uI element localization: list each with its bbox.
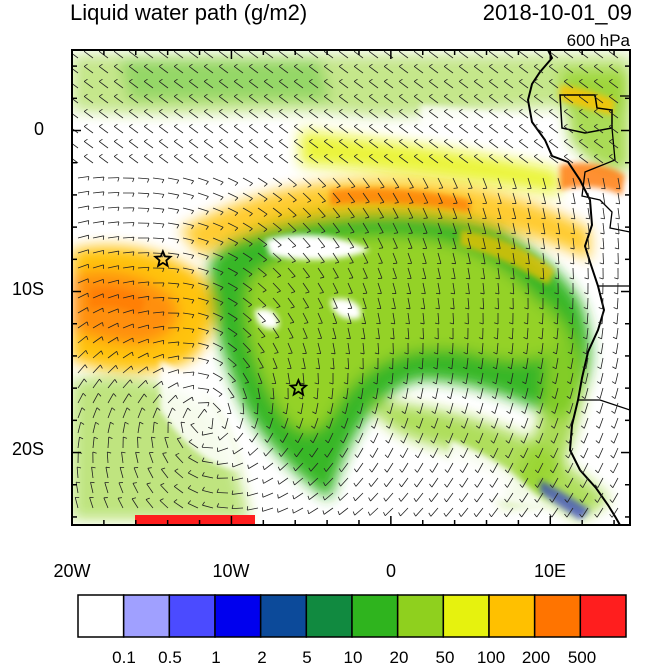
colorbar-swatch bbox=[580, 595, 626, 637]
colorbar-label: 100 bbox=[468, 648, 514, 668]
lon-label-10w: 10W bbox=[201, 561, 261, 582]
lat-label-0: 0 bbox=[4, 119, 44, 140]
lon-label-20w: 20W bbox=[42, 561, 102, 582]
colorbar bbox=[78, 595, 626, 637]
lwp-field bbox=[69, 49, 630, 525]
lat-label-20s: 20S bbox=[4, 439, 44, 460]
colorbar-swatch bbox=[398, 595, 444, 637]
lat-label-10s: 10S bbox=[4, 279, 44, 300]
lon-label-10e: 10E bbox=[520, 561, 580, 582]
colorbar-swatch bbox=[169, 595, 215, 637]
colorbar-swatch bbox=[535, 595, 581, 637]
colorbar-label: 5 bbox=[284, 648, 330, 668]
colorbar-label: 10 bbox=[330, 648, 376, 668]
colorbar-swatch bbox=[443, 595, 489, 637]
colorbar-label: 500 bbox=[559, 648, 605, 668]
colorbar-swatch bbox=[261, 595, 307, 637]
colorbar-label: 0.1 bbox=[101, 648, 147, 668]
colorbar-label: 200 bbox=[513, 648, 559, 668]
colorbar-label: 1 bbox=[193, 648, 239, 668]
colorbar-swatch bbox=[352, 595, 398, 637]
colorbar-label: 0.5 bbox=[147, 648, 193, 668]
colorbar-swatch bbox=[489, 595, 535, 637]
colorbar-swatch bbox=[306, 595, 352, 637]
colorbar-label: 20 bbox=[376, 648, 422, 668]
colorbar-swatch bbox=[124, 595, 170, 637]
lon-label-0: 0 bbox=[361, 561, 421, 582]
colorbar-label: 2 bbox=[239, 648, 285, 668]
colorbar-swatch bbox=[215, 595, 261, 637]
colorbar-label: 50 bbox=[422, 648, 468, 668]
colorbar-swatch bbox=[78, 595, 124, 637]
